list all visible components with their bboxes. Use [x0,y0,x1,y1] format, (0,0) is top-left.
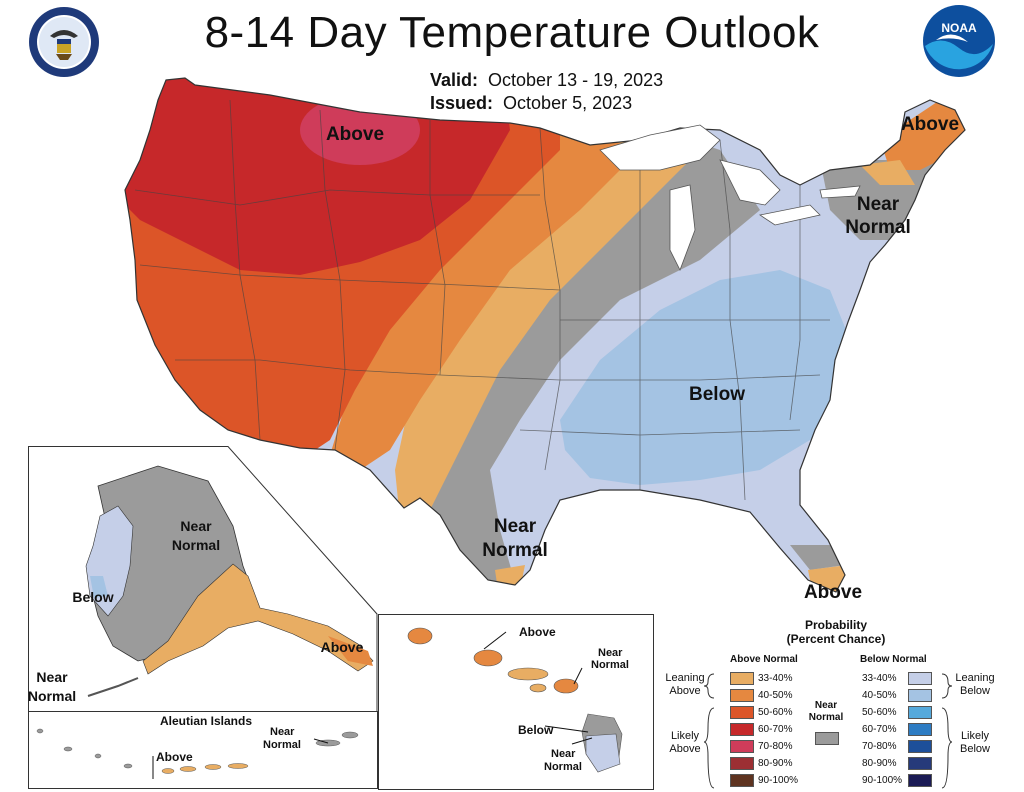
legend-above-label-6: 90-100% [758,775,799,786]
legend-above-swatch-4 [730,740,754,753]
legend-below-label-4: 70-80% [862,741,897,752]
legend-above-label-0: 33-40% [758,673,793,684]
alaska-label-near-sw-1: Near [36,669,68,685]
hawaii-inset: Above Near Normal Below Near Normal [378,614,654,790]
legend-likely-below-1: Likely [960,730,990,742]
issued-date: Issued: October 5, 2023 [430,93,632,114]
aleutian-near-2: Normal [263,739,301,751]
legend-above-label-4: 70-80% [758,741,793,752]
legend-below-swatch-5 [908,757,932,770]
alaska-label-above: Above [321,639,364,655]
valid-label: Valid: [430,70,479,90]
label-above-maine: Above [901,114,959,135]
legend-above-swatch-3 [730,723,754,736]
legend-near-normal-1: Near [814,700,838,711]
legend-leaning-below-1: Leaning [955,672,995,684]
legend-below-swatch-2 [908,706,932,719]
aleutian-above: Above [156,750,193,764]
legend-leaning-above-1: Leaning [665,672,705,684]
legend-below-label-3: 60-70% [862,724,897,735]
label-near-texas-2: Normal [482,540,547,561]
legend-leaning-below: Leaning Below [950,672,1000,698]
legend-leaning-above-2: Above [669,685,701,697]
aleutian-near-1: Near [270,726,295,738]
commerce-seal-logo [29,7,99,77]
legend-title: Probability (Percent Chance) [656,618,1016,646]
hawaii-near-2: Normal [591,659,629,671]
lake-ontario [819,185,861,199]
lake-huron [719,159,781,206]
legend-above-label-3: 60-70% [758,724,793,735]
legend-above-swatch-2 [730,706,754,719]
legend-braces [703,673,953,789]
legend-near-normal-2: Normal [808,712,844,723]
noaa-text: NOAA [941,21,977,35]
hawaii-near-1: Near [598,647,623,659]
noaa-logo: NOAA [923,5,995,77]
label-near-texas-1: Near [494,516,537,537]
legend-near-normal-swatch [815,732,839,745]
legend-below-label-0: 33-40% [862,673,897,684]
map-title: 8-14 Day Temperature Outlook [204,8,820,57]
conus-outline [124,77,966,593]
legend-above-swatch-6 [730,774,754,787]
legend-below-swatch-1 [908,689,932,702]
legend-likely-below: Likely Below [950,730,1000,756]
legend-below-label-5: 80-90% [862,758,897,769]
alaska-inset: Near Normal Below Above Near Normal [28,446,378,712]
hawaii-below: Below [518,723,554,737]
legend-below-header: Below Normal [860,654,927,665]
legend-below-label-1: 40-50% [862,690,897,701]
issued-value: October 5, 2023 [503,93,633,113]
legend-above-swatch-1 [730,689,754,702]
lake-michigan [669,184,696,271]
legend-below-swatch-6 [908,774,932,787]
issued-label: Issued: [430,93,494,113]
valid-dates: Valid: October 13 - 19, 2023 [430,70,663,91]
label-above-florida: Above [804,582,862,603]
legend-title-1: Probability [804,618,867,632]
aleutian-title: Aleutian Islands [160,714,252,728]
legend-likely-above-2: Above [669,743,701,755]
label-above-northwest: Above [326,124,384,145]
label-below-southeast: Below [689,384,745,405]
aleutian-inset: Aleutian Islands Near Normal Above [28,711,378,789]
legend-below-label-6: 90-100% [862,775,903,786]
legend-above-label-2: 50-60% [758,707,793,718]
alaska-label-near-2: Normal [172,537,220,553]
legend-leaning-above: Leaning Above [662,672,708,698]
legend-below-swatch-3 [908,723,932,736]
hawaii-near-b2: Normal [544,761,582,773]
legend-above-header: Above Normal [730,654,798,665]
legend-likely-above-1: Likely [670,730,700,742]
legend-below-label-2: 50-60% [862,707,897,718]
label-near-northeast-2: Normal [845,217,910,238]
legend-title-2: (Percent Chance) [786,632,886,646]
legend-above-label-5: 80-90% [758,758,793,769]
legend-leaning-below-2: Below [960,685,990,697]
hawaii-near-b1: Near [551,748,576,760]
lake-erie [758,204,821,226]
hawaii-above: Above [519,625,556,639]
legend-near-normal: Near Normal [808,700,844,724]
valid-value: October 13 - 19, 2023 [488,70,664,90]
legend-above-swatch-5 [730,757,754,770]
alaska-label-below: Below [72,589,113,605]
legend-above-swatch-0 [730,672,754,685]
legend: Probability (Percent Chance) Above Norma… [656,618,1016,790]
legend-likely-below-2: Below [960,743,990,755]
lake-superior [599,124,721,171]
legend-likely-above: Likely Above [662,730,708,756]
alaska-above-region [142,563,374,675]
legend-below-swatch-4 [908,740,932,753]
legend-below-swatch-0 [908,672,932,685]
legend-above-label-1: 40-50% [758,690,793,701]
alaska-label-near-sw-2: Normal [28,688,76,704]
alaska-label-near-1: Near [180,518,212,534]
label-near-northeast-1: Near [857,194,900,215]
